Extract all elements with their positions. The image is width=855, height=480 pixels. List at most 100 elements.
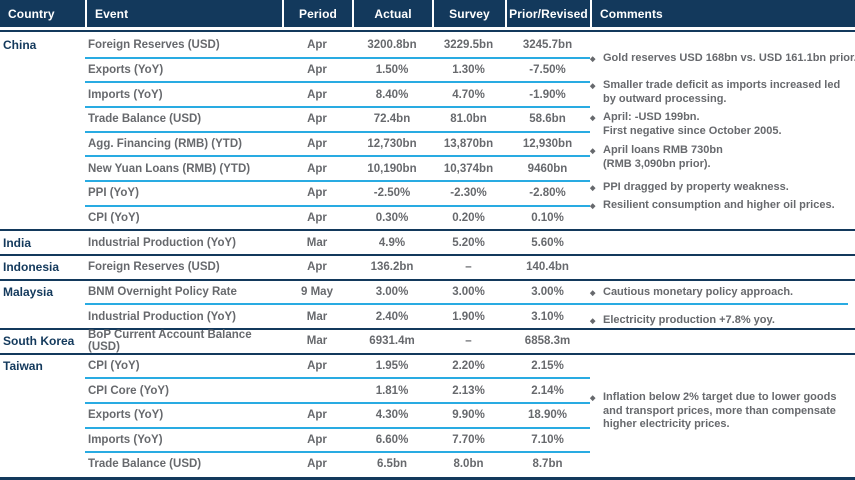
comment: ◆ April loans RMB 730bn (RMB 3,090bn pri… bbox=[590, 144, 723, 171]
cell-survey: 8.0bn bbox=[453, 458, 484, 471]
comment: ◆ Smaller trade deficit as imports incre… bbox=[590, 79, 840, 106]
table-row: Malaysia BNM Overnight Policy Rate 9 May… bbox=[0, 280, 855, 305]
table-row: Exports (YoY) Apr 4.30% 9.90% 18.90% bbox=[0, 403, 855, 429]
comment: ◆ Inflation below 2% target due to lower… bbox=[590, 391, 836, 432]
cell-survey: – bbox=[465, 261, 472, 274]
cell-event: Trade Balance (USD) bbox=[88, 113, 202, 126]
cell-actual: 6.60% bbox=[375, 433, 409, 446]
cell-period: Apr bbox=[307, 113, 327, 126]
cell-survey: 1.90% bbox=[452, 310, 485, 323]
cell-prior: 5.60% bbox=[531, 236, 564, 249]
cell-actual: 4.9% bbox=[378, 236, 406, 249]
cell-event: Exports (YoY) bbox=[88, 63, 164, 76]
cell-actual: 3.00% bbox=[375, 285, 409, 298]
cell-prior: -7.50% bbox=[529, 63, 566, 76]
cell-event: Foreign Reserves (USD) bbox=[88, 261, 220, 274]
comment: ◆ Cautious monetary policy approach. bbox=[590, 286, 793, 301]
cell-event: Trade Balance (USD) bbox=[88, 458, 202, 471]
comment-line: by outward processing. bbox=[603, 92, 727, 105]
bullet-icon: ◆ bbox=[590, 290, 596, 297]
table-row: Indonesia Foreign Reserves (USD) Apr 136… bbox=[0, 255, 855, 281]
bullet-icon: ◆ bbox=[590, 148, 596, 155]
bullet-icon: ◆ bbox=[590, 185, 596, 192]
cell-period: Apr bbox=[307, 63, 327, 76]
cell-country: Malaysia bbox=[3, 284, 54, 299]
cell-prior: -2.80% bbox=[529, 187, 566, 200]
table-row: Agg. Financing (RMB) (YTD) Apr 12,730bn … bbox=[0, 132, 855, 157]
cell-event: Imports (YoY) bbox=[88, 88, 163, 101]
table-row: CPI (YoY) Apr 0.30% 0.20% 0.10% bbox=[0, 206, 855, 231]
header-actual: Actual bbox=[352, 0, 432, 27]
comment-line: Resilient consumption and higher oil pri… bbox=[603, 199, 835, 211]
cell-prior: 2.15% bbox=[531, 359, 564, 372]
header-comments: Comments bbox=[590, 0, 855, 27]
header-event: Event bbox=[85, 0, 282, 27]
cell-period: Apr bbox=[307, 162, 327, 175]
table-row: China Foreign Reserves (USD) Apr 3200.8b… bbox=[0, 33, 855, 59]
cell-event: CPI (YoY) bbox=[88, 359, 140, 372]
cell-period: Apr bbox=[307, 211, 327, 224]
table-row: Imports (YoY) Apr 6.60% 7.70% 7.10% bbox=[0, 428, 855, 453]
cell-actual: 8.40% bbox=[375, 88, 409, 101]
cell-period: Apr bbox=[307, 261, 327, 274]
cell-actual: 136.2bn bbox=[370, 261, 414, 274]
comment: ◆ Gold reserves USD 168bn vs. USD 161.1b… bbox=[590, 52, 855, 67]
comment: ◆ Electricity production +7.8% yoy. bbox=[590, 314, 775, 329]
cell-prior: 6858.3m bbox=[524, 335, 571, 348]
cell-actual: 12,730bn bbox=[367, 137, 417, 150]
cell-survey: 10,374bn bbox=[443, 162, 494, 175]
cell-prior: 3.10% bbox=[531, 310, 564, 323]
cell-actual: 6.5bn bbox=[376, 458, 408, 471]
table-row: New Yuan Loans (RMB) (YTD) Apr 10,190bn … bbox=[0, 156, 855, 182]
cell-period: Mar bbox=[306, 310, 328, 323]
cell-event: BNM Overnight Policy Rate bbox=[88, 285, 237, 298]
bullet-icon: ◆ bbox=[590, 56, 596, 63]
cell-prior: 18.90% bbox=[527, 409, 567, 422]
table-row: CPI Core (YoY) 1.81% 2.13% 2.14% bbox=[0, 378, 855, 404]
table-body: China Foreign Reserves (USD) Apr 3200.8b… bbox=[0, 33, 855, 480]
cell-prior: 12,930bn bbox=[522, 137, 573, 150]
table-row: PPI (YoY) Apr -2.50% -2.30% -2.80% bbox=[0, 181, 855, 207]
cell-prior: 7.10% bbox=[531, 433, 564, 446]
cell-event: Agg. Financing (RMB) (YTD) bbox=[88, 137, 242, 150]
cell-event: Imports (YoY) bbox=[88, 433, 163, 446]
cell-survey: 13,870bn bbox=[443, 137, 494, 150]
cell-survey: 5.20% bbox=[452, 236, 485, 249]
cell-event: Industrial Production (YoY) bbox=[88, 236, 237, 249]
table-row: Trade Balance (USD) Apr 72.4bn 81.0bn 58… bbox=[0, 107, 855, 133]
cell-period: 9 May bbox=[301, 285, 333, 298]
cell-country: Indonesia bbox=[3, 260, 60, 275]
cell-survey: 0.20% bbox=[452, 211, 485, 224]
cell-actual: 4.30% bbox=[375, 409, 409, 422]
cell-survey: -2.30% bbox=[450, 187, 487, 200]
table-row: Taiwan CPI (YoY) Apr 1.95% 2.20% 2.15% bbox=[0, 354, 855, 379]
cell-country: China bbox=[3, 38, 37, 53]
cell-actual: 1.50% bbox=[375, 63, 409, 76]
cell-survey: 9.90% bbox=[452, 409, 485, 422]
cell-period: Mar bbox=[306, 236, 328, 249]
bullet-icon: ◆ bbox=[590, 203, 596, 210]
bullet-icon: ◆ bbox=[590, 395, 596, 402]
cell-event: PPI (YoY) bbox=[88, 187, 139, 200]
comment-line: (RMB 3,090bn prior). bbox=[603, 157, 711, 170]
comment-line: First negative since October 2005. bbox=[603, 124, 782, 137]
header-survey: Survey bbox=[432, 0, 505, 27]
cell-period: Apr bbox=[307, 187, 327, 200]
cell-country: South Korea bbox=[3, 334, 75, 349]
bullet-icon: ◆ bbox=[590, 83, 596, 90]
table-row: Industrial Production (YoY) Mar 2.40% 1.… bbox=[0, 304, 855, 330]
comment: ◆ April: -USD 199bn. First negative sinc… bbox=[590, 111, 782, 138]
cell-survey: 3229.5bn bbox=[443, 39, 494, 52]
cell-period: Apr bbox=[307, 39, 327, 52]
cell-prior: 58.6bn bbox=[529, 113, 566, 126]
header-period: Period bbox=[282, 0, 352, 27]
comment-line: April: -USD 199bn. bbox=[603, 111, 700, 123]
cell-prior: 0.10% bbox=[531, 211, 564, 224]
cell-period: Apr bbox=[307, 433, 327, 446]
comment-line: PPI dragged by property weakness. bbox=[603, 181, 789, 193]
comment-line: and transport prices, more than compensa… bbox=[603, 404, 836, 417]
cell-event: New Yuan Loans (RMB) (YTD) bbox=[88, 162, 251, 175]
bullet-icon: ◆ bbox=[590, 318, 596, 325]
cell-prior: 3245.7bn bbox=[522, 39, 573, 52]
